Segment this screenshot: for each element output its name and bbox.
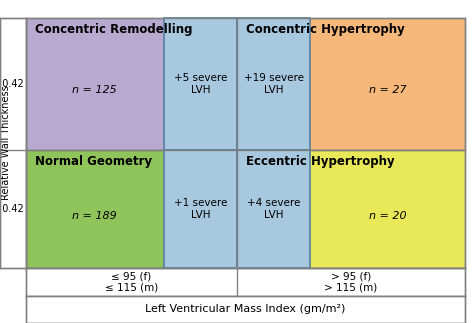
Text: n = 125: n = 125 [73, 86, 117, 95]
Text: Concentric Hypertrophy: Concentric Hypertrophy [246, 23, 404, 36]
Text: ≤ 0.42: ≤ 0.42 [0, 204, 24, 214]
Text: > 0.42: > 0.42 [0, 79, 24, 89]
Bar [237, 150, 465, 268]
Bar [0, 18, 26, 268]
Bar [26, 296, 465, 323]
Bar [237, 150, 310, 268]
Bar [26, 268, 465, 296]
Text: n = 189: n = 189 [73, 211, 117, 221]
Bar [237, 18, 310, 150]
Text: Left Ventricular Mass Index (gm/m²): Left Ventricular Mass Index (gm/m²) [145, 304, 346, 314]
Bar [26, 18, 237, 150]
Text: ≤ 95 (f)
≤ 115 (m): ≤ 95 (f) ≤ 115 (m) [105, 271, 158, 293]
Text: Concentric Remodelling: Concentric Remodelling [35, 23, 192, 36]
Text: n = 20: n = 20 [369, 211, 406, 221]
Bar [164, 150, 237, 268]
Text: Normal Geometry: Normal Geometry [35, 155, 152, 168]
Text: Eccentric Hypertrophy: Eccentric Hypertrophy [246, 155, 394, 168]
Bar [164, 18, 237, 150]
Text: +5 severe
LVH: +5 severe LVH [173, 73, 227, 95]
Text: +19 severe
LVH: +19 severe LVH [244, 73, 304, 95]
Bar [237, 18, 465, 150]
Text: Relative Wall Thickness: Relative Wall Thickness [0, 86, 11, 200]
Text: +1 severe
LVH: +1 severe LVH [173, 198, 227, 220]
Text: +4 severe
LVH: +4 severe LVH [247, 198, 301, 220]
Text: n = 27: n = 27 [369, 86, 406, 95]
Text: > 95 (f)
> 115 (m): > 95 (f) > 115 (m) [324, 271, 377, 293]
Bar [26, 150, 237, 268]
